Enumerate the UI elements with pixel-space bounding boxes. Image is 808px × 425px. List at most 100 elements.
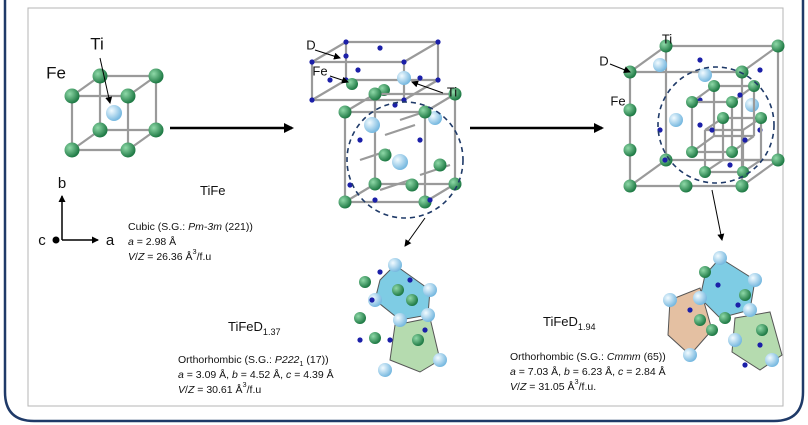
ti-atom	[748, 273, 762, 287]
text-run: TiFe	[200, 183, 226, 198]
fe-atom	[699, 266, 711, 278]
text-run: (17))	[303, 354, 328, 366]
bond	[312, 42, 346, 62]
ti-atom	[745, 98, 759, 112]
figure: b c a TiFeTiFeCubic (S.G.: Pm-3m (221))a…	[0, 0, 808, 425]
text-run: (65))	[641, 351, 666, 363]
d-atom	[742, 137, 747, 142]
bond	[404, 80, 438, 100]
ti-atom	[693, 291, 707, 305]
ti-atom	[743, 303, 757, 317]
fe-atom	[406, 294, 418, 306]
fe-atom	[379, 149, 392, 162]
fe-atom	[65, 143, 80, 158]
fe-atom	[149, 69, 164, 84]
ti-atom	[669, 113, 683, 127]
ti-atom	[653, 58, 667, 72]
d-atom	[327, 77, 332, 82]
structure-info: Orthorhombic (S.G.: Cmmm (65))	[510, 351, 666, 363]
axes-indicator: b c a	[38, 175, 115, 249]
structure-info: V/Z = 26.36 Å3/f.u	[128, 247, 211, 262]
d-atom	[357, 137, 362, 142]
d-atom	[417, 75, 422, 80]
text-run: Cmmm	[607, 351, 641, 363]
fe-atom	[121, 143, 136, 158]
bond	[404, 42, 438, 62]
d-atom	[427, 197, 432, 202]
d-atom	[435, 39, 440, 44]
text-run: TiFeD	[228, 319, 263, 334]
ti-atom	[364, 117, 380, 133]
axis-dot	[53, 237, 60, 244]
formula: TiFeD1.94	[543, 314, 596, 332]
atom-label: Ti	[447, 84, 457, 99]
ti-atom	[765, 353, 779, 367]
text-run: = 2.98 Å	[134, 235, 176, 248]
fe-atom	[406, 179, 419, 192]
d-atom	[715, 282, 720, 287]
structure-info: a = 2.98 Å	[128, 235, 176, 248]
d-atom	[407, 277, 412, 282]
fe-atom	[624, 180, 637, 193]
ti-atom	[397, 71, 411, 85]
atom-label: Ti	[90, 34, 104, 53]
d-atom	[369, 297, 374, 302]
text-run: Cubic (S.G.:	[128, 221, 188, 233]
fe-atom	[739, 289, 751, 301]
formula: TiFeD1.37	[228, 319, 281, 337]
fe-atom	[346, 78, 358, 90]
d-atom	[422, 327, 427, 332]
d-atom	[435, 77, 440, 82]
d-atom	[709, 127, 714, 132]
d-atom	[377, 45, 382, 50]
fe-atom	[706, 324, 718, 336]
fe-atom	[772, 40, 785, 53]
structure-info: V/Z = 31.05 Å3/f.u.	[510, 377, 596, 392]
ti-atom	[663, 293, 677, 307]
ti-atom	[713, 251, 727, 265]
ti-atom	[106, 105, 122, 121]
text-run: 1.37	[263, 327, 281, 337]
d-atom	[377, 269, 382, 274]
atom-label: Fe	[312, 63, 327, 78]
fe-atom	[736, 66, 749, 79]
crystal-structures	[65, 39, 785, 377]
fe-atom	[755, 112, 767, 124]
fe-atom	[434, 159, 447, 172]
axis-label: a	[106, 232, 115, 249]
ti-atom	[423, 283, 437, 297]
fe-atom	[149, 123, 164, 138]
text-run: 1.94	[578, 322, 596, 332]
d-atom	[387, 337, 392, 342]
text-run: = 30.61 Å	[194, 383, 242, 396]
fe-atom	[686, 96, 698, 108]
ti-atom	[683, 348, 697, 362]
atom-label: Fe	[610, 93, 625, 108]
text-run: = 31.05 Å	[526, 380, 574, 393]
fe-atom	[717, 112, 729, 124]
fe-atom	[369, 88, 382, 101]
text-run: P222	[275, 354, 300, 366]
fe-atom	[699, 166, 711, 178]
fe-atom	[121, 89, 136, 104]
fe-atom	[748, 80, 760, 92]
text-run: /f.u	[247, 384, 262, 396]
bond	[312, 80, 346, 100]
d-atom	[742, 362, 747, 367]
structure-info: Orthorhombic (S.G.: P2221 (17))	[178, 354, 329, 369]
d-atom	[735, 302, 740, 307]
atom-label: Fe	[46, 63, 66, 82]
d-atom	[757, 342, 762, 347]
d-atom	[343, 39, 348, 44]
axis-label: b	[58, 175, 66, 192]
fe-atom	[369, 178, 382, 191]
fe-atom	[686, 146, 698, 158]
text-run: /f.u	[197, 251, 212, 263]
fe-atom	[737, 166, 749, 178]
pointer	[712, 190, 722, 240]
text-run: = 26.36 Å	[144, 250, 192, 263]
d-atom	[687, 307, 692, 312]
text-run: = 7.03 Å,	[516, 365, 564, 378]
d-atom	[757, 67, 762, 72]
structure-info: Cubic (S.G.: Pm-3m (221))	[128, 221, 253, 233]
